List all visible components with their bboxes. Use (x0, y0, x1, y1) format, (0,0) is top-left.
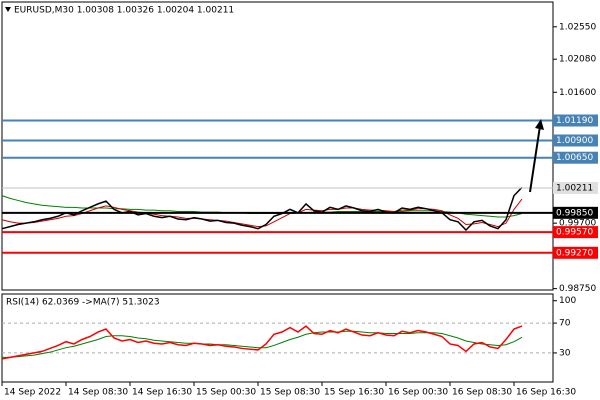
level-label: 1.00900 (556, 136, 593, 146)
y-tick-label: 1.01600 (559, 88, 596, 98)
level-label-box (553, 246, 598, 259)
x-tick-label: 16 Sep 08:30 (452, 388, 512, 398)
price-title: EURUSD,M30 1.00308 1.00326 1.00204 1.002… (14, 6, 234, 16)
y-tick-label: 0.98750 (559, 284, 596, 294)
x-tick-label: 16 Sep 00:30 (388, 388, 448, 398)
current-price-box (553, 181, 598, 194)
symbol-icon (5, 7, 11, 12)
price-panel (1, 1, 554, 291)
level-label: 1.00650 (556, 153, 593, 163)
level-label: 0.99270 (556, 248, 593, 258)
level-label-box (553, 206, 598, 219)
level-label-box (553, 114, 598, 127)
x-tick-label: 15 Sep 08:30 (260, 388, 320, 398)
level-label-box (553, 226, 598, 239)
series-line (1, 186, 523, 232)
rsi-panel (1, 293, 554, 383)
x-tick-label: 15 Sep 16:30 (324, 388, 384, 398)
y-tick-label: 0.99700 (559, 219, 596, 229)
level-label-box (553, 134, 598, 147)
x-tick-label: 15 Sep 00:30 (196, 388, 256, 398)
level-label-box (553, 151, 598, 164)
x-tick-label: 14 Sep 08:30 (68, 388, 128, 398)
arrow-shaft (529, 125, 541, 193)
x-tick-label: 14 Sep 16:30 (132, 388, 192, 398)
y-tick-label: 70 (559, 319, 571, 329)
x-tick-label: 14 Sep 2022 (4, 388, 61, 398)
y-tick-label: 30 (559, 348, 571, 358)
arrow-head (535, 119, 544, 130)
series-line (1, 325, 523, 360)
level-label: 0.99850 (556, 208, 593, 218)
y-tick-label: 1.02080 (559, 55, 596, 65)
y-tick-label: 1.02550 (559, 22, 596, 32)
x-tick-label: 16 Sep 16:30 (516, 388, 576, 398)
current-price-label: 1.00211 (556, 183, 593, 193)
level-label: 1.01190 (556, 116, 593, 126)
plot-layer: 1.02550 1.02080 1.01600 0.99700 0.98750 1.011… (1, 22, 598, 398)
rsi-title: RSI(14) 62.0369 ->MA(7) 51.3023 (6, 298, 160, 308)
y-tick-label: 100 (559, 296, 576, 306)
level-label: 0.99570 (556, 228, 593, 238)
